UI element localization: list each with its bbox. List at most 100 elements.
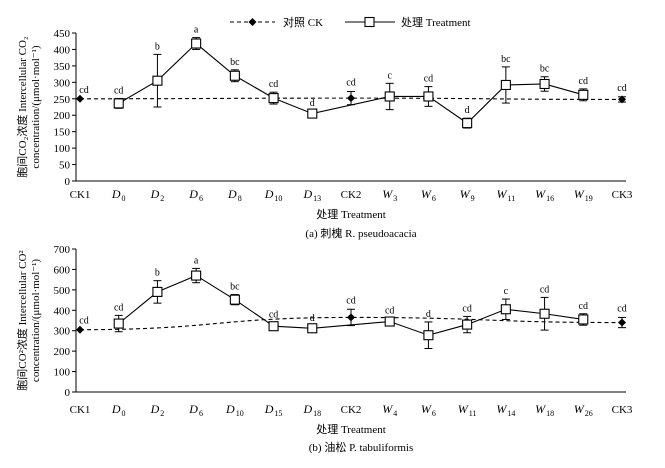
treatment-significance-label: c <box>387 70 392 81</box>
treatment-significance-label: cd <box>579 76 588 87</box>
control-significance-label: cd <box>617 83 626 94</box>
x-tick-label: W26 <box>574 402 593 418</box>
control-significance-label: cd <box>346 78 355 89</box>
treatment-point <box>384 91 395 102</box>
treatment-point <box>423 91 434 102</box>
control-point <box>76 94 84 103</box>
control-point <box>76 325 84 334</box>
treatment-point <box>229 70 240 81</box>
y-tick-label: 300 <box>54 326 71 338</box>
treatment-point <box>578 314 589 325</box>
treatment-significance-label: bc <box>230 57 240 68</box>
legend-treatment-marker <box>364 16 375 28</box>
x-tick-label: CK2 <box>341 404 362 416</box>
y-tick-label: 200 <box>54 110 71 122</box>
treatment-significance-label: cd <box>385 305 394 316</box>
treatment-point <box>152 75 163 86</box>
treatment-significance-label: a <box>194 255 199 266</box>
legend-control-label: 对照 CK <box>283 15 323 29</box>
y-axis-label-line2: concentration/(μmol·mol⁻¹) <box>30 45 42 168</box>
y-tick-label: 450 <box>54 28 71 40</box>
treatment-point <box>307 323 318 334</box>
x-tick-label: CK1 <box>70 404 91 416</box>
x-tick-label: W19 <box>574 187 593 203</box>
y-axis-label-line1: 胞间CO²浓度 Intercellular CO² <box>15 250 29 391</box>
y-tick-label: 0 <box>65 387 71 399</box>
treatment-significance-label: c <box>504 286 509 297</box>
x-tick-label: D0 <box>111 402 126 418</box>
y-tick-label: 150 <box>54 127 71 139</box>
x-tick-label: W4 <box>382 402 397 418</box>
treatment-significance-label: cd <box>424 74 433 85</box>
y-tick-label: 400 <box>54 44 71 56</box>
chart-caption: (b) 油松 P. tabuliformis <box>309 440 414 454</box>
x-axis-label: 处理 Treatment <box>316 208 386 221</box>
y-axis-label-line2: concentration/(μmol·mol⁻¹) <box>30 259 42 382</box>
treatment-significance-label: d <box>310 98 315 109</box>
x-tick-label: W11 <box>497 187 516 203</box>
y-tick-label: 300 <box>54 77 71 89</box>
x-tick-label: D2 <box>150 187 165 203</box>
y-tick-label: 600 <box>54 264 71 276</box>
x-tick-label: D10 <box>264 187 283 203</box>
y-tick-label: 50 <box>59 160 71 172</box>
treatment-significance-label: cd <box>269 310 278 321</box>
x-tick-label: D8 <box>227 187 242 203</box>
x-tick-label: D6 <box>188 402 203 418</box>
x-tick-label: W3 <box>382 187 397 203</box>
legend-treatment-label: 处理 Treatment <box>401 16 471 29</box>
x-tick-label: D10 <box>225 402 244 418</box>
treatment-point <box>462 118 473 129</box>
x-tick-label: D15 <box>264 402 283 418</box>
treatment-significance-label: bc <box>501 54 511 65</box>
treatment-significance-label: d <box>426 309 431 320</box>
treatment-significance-label: cd <box>540 284 549 295</box>
treatment-point <box>384 316 395 327</box>
y-tick-label: 250 <box>54 94 71 106</box>
treatment-point <box>268 93 279 104</box>
treatment-point <box>500 304 511 315</box>
treatment-significance-label: cd <box>462 303 471 314</box>
treatment-point <box>191 270 202 281</box>
treatment-point <box>229 294 240 305</box>
x-tick-label: W14 <box>496 402 515 418</box>
treatment-significance-label: b <box>155 41 160 52</box>
y-tick-label: 200 <box>54 346 71 358</box>
control-point <box>347 313 355 322</box>
treatment-significance-label: bc <box>540 64 550 75</box>
y-tick-label: 350 <box>54 61 71 73</box>
y-tick-label: 0 <box>65 176 71 188</box>
x-tick-label: W11 <box>458 402 477 418</box>
control-point <box>618 95 626 104</box>
treatment-point <box>152 286 163 297</box>
treatment-significance-label: a <box>194 25 199 36</box>
y-tick-label: 100 <box>54 367 71 379</box>
treatment-point <box>113 318 124 329</box>
treatment-significance-label: cd <box>579 301 588 312</box>
treatment-significance-label: bc <box>230 282 240 293</box>
x-tick-label: D18 <box>302 402 321 418</box>
x-tick-label: D2 <box>150 402 165 418</box>
chart-b: 0 100 200 300 400 500 600 700 胞间CO²浓度 Intercellu… <box>15 244 633 454</box>
treatment-point <box>578 89 589 100</box>
x-tick-label: W9 <box>460 187 475 203</box>
treatment-significance-label: d <box>310 313 315 324</box>
control-point <box>618 318 626 327</box>
x-tick-label: CK3 <box>612 189 633 201</box>
legend: 对照 CK 处理 Treatment <box>230 15 471 29</box>
y-tick-label: 500 <box>54 285 71 297</box>
y-axis-label-line1: 胞间CO₂浓度 Intercellular CO₂ <box>15 36 29 178</box>
x-tick-label: W18 <box>535 402 554 418</box>
treatment-point <box>423 330 434 341</box>
treatment-point <box>268 321 279 332</box>
x-tick-label: W6 <box>421 187 436 203</box>
treatment-significance-label: d <box>465 105 470 116</box>
x-tick-label: CK1 <box>70 189 91 201</box>
x-tick-label: CK3 <box>612 404 633 416</box>
control-significance-label: cd <box>79 85 88 96</box>
y-tick-label: 100 <box>54 143 71 155</box>
x-tick-label: W16 <box>535 187 554 203</box>
control-significance-label: cd <box>346 295 355 306</box>
treatment-point <box>191 38 202 49</box>
chart-caption: (a) 刺槐 R. pseudoacacia <box>305 226 416 240</box>
